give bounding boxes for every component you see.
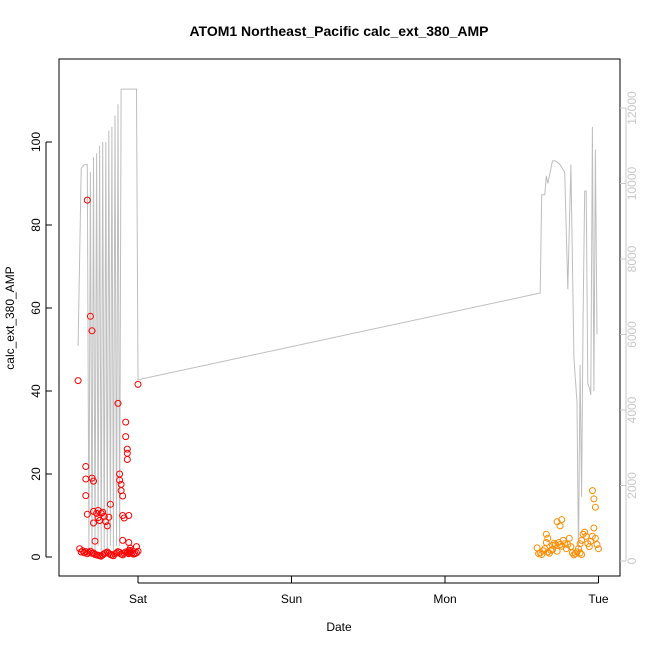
data-point [542,539,550,546]
data-point [558,516,566,524]
y-left-tick-label: 80 [29,218,43,232]
data-point [590,495,598,503]
data-point [538,551,546,558]
x-tick-label: Sat [129,592,148,606]
data-point [82,463,90,470]
data-point [90,477,97,485]
y-axis-label: calc_ext_380_AMP [3,266,17,369]
y-right-tick-label: 0 [625,557,639,564]
data-point [561,540,569,548]
data-point [77,548,85,556]
data-point [133,543,140,551]
data-point [88,327,96,335]
data-point [588,487,596,495]
y-right-tick-label: 4000 [625,396,639,423]
y-right-tick-label: 10000 [625,166,639,200]
data-point [122,418,130,426]
data-point [122,433,130,441]
data-point [125,539,133,546]
data-point [85,548,93,556]
data-point [578,536,586,544]
data-point [590,524,598,532]
data-point [82,475,90,483]
y-left-tick-label: 60 [29,301,43,315]
data-point [119,492,127,500]
data-point [591,534,599,542]
point-series [74,196,602,560]
plot-frame [58,58,621,577]
data-point [578,551,586,558]
data-point [86,312,94,320]
y-left-tick-label: 20 [29,467,43,481]
data-point [595,545,602,553]
data-point [134,547,142,555]
y-axis-right: 0 2000 4000 6000 8000 10000 12000 [620,91,639,564]
data-point [134,380,142,388]
line-series-path [77,88,598,558]
data-point [591,503,599,511]
data-point [549,546,556,553]
data-point [105,513,113,521]
data-point [575,545,582,553]
data-point [549,541,556,549]
data-point [102,549,110,557]
y-left-tick-label: 0 [29,553,43,560]
data-point [74,377,82,385]
x-axis-label: Date [326,620,352,634]
data-point [123,445,131,453]
data-point [119,536,127,544]
data-point [103,522,111,530]
x-tick-label: Sun [281,592,302,606]
data-point [553,547,561,555]
data-point [126,546,134,554]
data-point [83,510,91,518]
data-point [542,530,550,538]
y-left-tick-label: 100 [29,132,43,152]
data-point [99,508,107,516]
x-tick-label: Tue [588,592,609,606]
data-point [581,528,589,536]
data-point [539,547,547,555]
chart-title: ATOM1 Northeast_Pacific calc_ext_380_AMP [189,23,488,39]
data-point [123,456,131,463]
data-point [559,536,567,544]
data-point [91,537,99,545]
data-point [576,549,584,557]
y-left-tick-label: 40 [29,384,43,398]
data-point [113,549,120,557]
data-point [82,548,90,556]
x-axis: Sat Sun Mon Tue [129,576,609,606]
data-point [544,534,552,542]
data-point [114,399,122,407]
data-point [125,512,133,519]
data-point [123,449,131,457]
data-point [567,543,575,551]
y-right-tick-label: 2000 [625,472,639,499]
x-tick-label: Mon [433,592,456,606]
line-series [77,88,598,558]
data-point [80,549,88,557]
data-point [90,519,97,527]
data-point [83,196,91,204]
data-point [565,534,573,542]
data-point [116,476,124,484]
data-point [82,492,90,500]
y-axis-left: 0 20 40 60 80 100 [29,132,52,560]
data-point [593,541,601,548]
data-point [126,544,134,552]
data-point [556,522,564,530]
data-point [576,540,584,548]
data-point [568,549,576,557]
y-right-tick-label: 12000 [625,91,639,125]
y-right-tick-label: 8000 [625,245,639,272]
y-right-tick-label: 6000 [625,321,639,348]
data-point [106,500,114,508]
